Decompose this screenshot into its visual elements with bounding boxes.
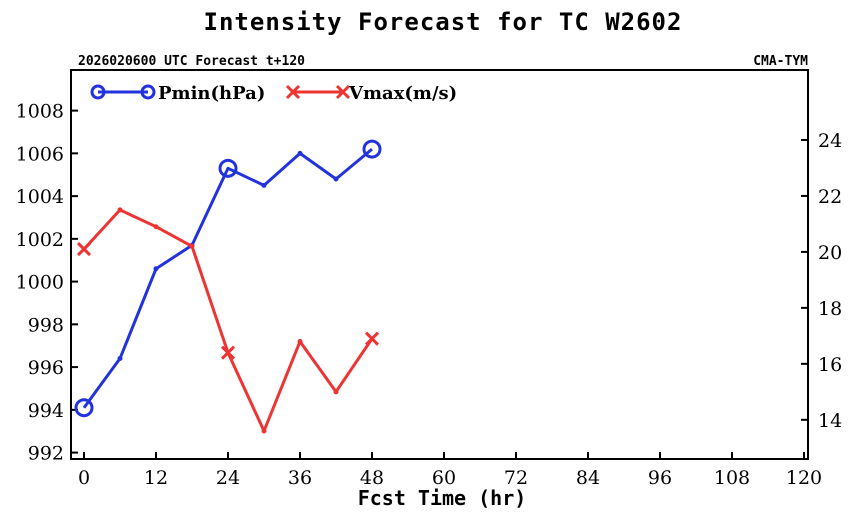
- vmax-point: [220, 345, 236, 360]
- x-tick-label: 120: [786, 467, 822, 489]
- x-tick-label: 48: [360, 467, 384, 489]
- y-right-tick-label: 20: [818, 242, 842, 264]
- y-right-tick-label: 18: [818, 298, 842, 320]
- y-left-tick-label: 1000: [16, 272, 64, 294]
- model-label: CMA-TYM: [753, 54, 808, 69]
- y-left-tick-label: 992: [28, 443, 64, 465]
- vmax-point: [117, 207, 123, 213]
- legend-pmin-marker-right: [140, 84, 156, 100]
- vmax-point: [153, 224, 159, 230]
- legend: Pmin(hPa) Vmax(m/s): [90, 83, 457, 104]
- forecast-subtitle: 2026020600 UTC Forecast t+120: [78, 54, 305, 69]
- x-axis-label: Fcst Time (hr): [358, 486, 527, 510]
- pmin-point: [333, 176, 339, 182]
- pmin-point: [218, 158, 238, 178]
- legend-pmin-label: Pmin(hPa): [158, 83, 265, 104]
- legend-vmax-marker-right: [335, 84, 351, 100]
- vmax-line: [82, 208, 374, 433]
- x-tick-label: 12: [144, 467, 168, 489]
- y-left-tick-label: 998: [28, 314, 64, 336]
- y-left-tick-label: 1006: [16, 143, 64, 165]
- vmax-point: [297, 338, 303, 344]
- pmin-line: [82, 147, 373, 409]
- pmin-point: [261, 182, 267, 188]
- y-left-tick-label: 994: [28, 400, 64, 422]
- x-tick-label: 60: [432, 467, 456, 489]
- x-tick-label: 72: [504, 467, 528, 489]
- y-left-tick-label: 1008: [16, 101, 64, 123]
- x-tick-label: 36: [288, 467, 312, 489]
- vmax-point: [76, 242, 92, 257]
- y-right-tick-label: 14: [818, 410, 842, 432]
- legend-vmax-marker-left: [285, 84, 301, 100]
- legend-pmin-marker-left: [90, 84, 106, 100]
- legend-vmax-label: Vmax(m/s): [348, 83, 457, 104]
- y-right-tick-label: 24: [818, 130, 842, 152]
- vmax-point: [333, 389, 339, 395]
- y-right-tick-label: 22: [818, 186, 842, 208]
- x-tick-label: 84: [576, 467, 600, 489]
- pmin-point: [297, 150, 303, 156]
- axes: 0 12 24 36 48 60 72 84 96 108 120 992 994 996 998 1000 1…: [16, 101, 843, 489]
- pmin-point: [362, 139, 382, 159]
- x-tick-label: 96: [648, 467, 672, 489]
- vmax-point: [189, 243, 195, 249]
- pmin-point: [117, 356, 123, 362]
- vmax-point: [261, 428, 267, 434]
- x-tick-label: 24: [216, 467, 240, 489]
- y-left-tick-label: 1004: [16, 186, 64, 208]
- y-left-tick-label: 1002: [16, 229, 64, 251]
- x-tick-label: 108: [714, 467, 750, 489]
- plot-frame: [70, 69, 809, 460]
- y-left-tick-label: 996: [28, 357, 64, 379]
- series-layer: [74, 139, 382, 434]
- vmax-point: [364, 331, 380, 346]
- x-tick-label: 0: [78, 467, 90, 489]
- y-right-tick-label: 16: [818, 354, 842, 376]
- pmin-point: [74, 398, 94, 418]
- pmin-point: [153, 266, 159, 272]
- chart-title: Intensity Forecast for TC W2602: [204, 8, 683, 36]
